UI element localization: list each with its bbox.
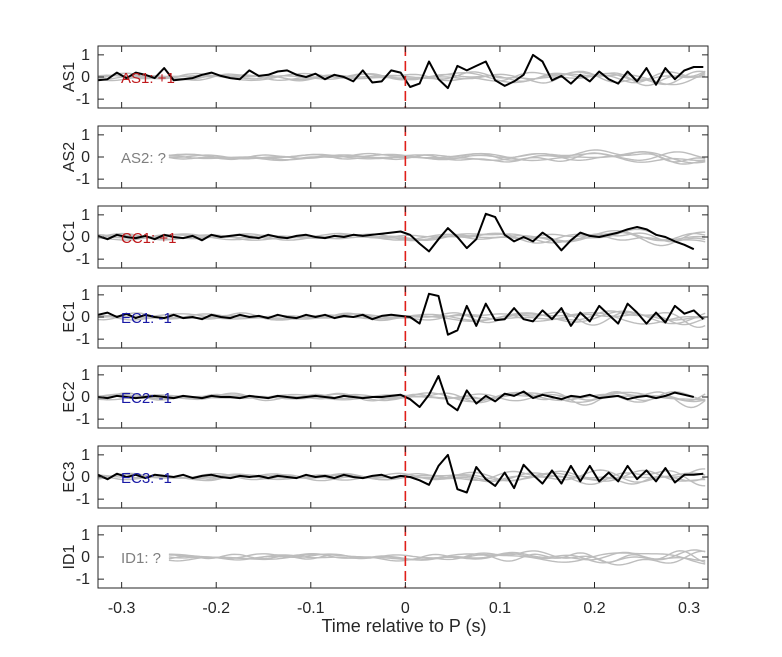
- y-axis-label: ID1: [61, 544, 78, 569]
- x-tick-label: 0.1: [489, 600, 511, 617]
- panel-annotation: EC2: -1: [121, 390, 172, 407]
- y-axis-label: EC1: [61, 301, 78, 332]
- trace-as1: [97, 53, 704, 90]
- gray-trace: [168, 550, 706, 564]
- y-axis-label: AS1: [61, 62, 78, 92]
- gray-trace: [97, 231, 706, 247]
- y-tick-label: 1: [81, 127, 90, 144]
- gray-trace: [97, 310, 706, 326]
- y-tick-label: 1: [81, 367, 90, 384]
- y-tick-label: -1: [76, 91, 90, 108]
- gray-trace: [97, 70, 706, 87]
- trace-cc1: [97, 212, 695, 253]
- y-axis-label: CC1: [61, 221, 78, 253]
- x-tick-label: 0: [401, 600, 410, 617]
- y-tick-label: -1: [76, 571, 90, 588]
- panel-annotation: ID1: ?: [121, 550, 161, 567]
- y-tick-label: 1: [81, 287, 90, 304]
- trace-ec1: [97, 292, 704, 336]
- y-tick-label: -1: [76, 491, 90, 508]
- x-tick-label: -0.1: [297, 600, 325, 617]
- y-tick-label: -1: [76, 331, 90, 348]
- y-axis-label: EC2: [61, 381, 78, 412]
- y-axis-label: AS2: [61, 142, 78, 172]
- y-tick-label: 0: [81, 69, 90, 86]
- x-tick-label: -0.2: [202, 600, 230, 617]
- y-tick-label: 1: [81, 527, 90, 544]
- x-tick-label: 0.2: [583, 600, 605, 617]
- x-tick-label: 0.3: [678, 600, 700, 617]
- y-tick-label: 1: [81, 47, 90, 64]
- gray-trace: [97, 230, 706, 243]
- y-tick-label: 0: [81, 549, 90, 566]
- x-tick-label: -0.3: [108, 600, 136, 617]
- y-tick-label: 1: [81, 207, 90, 224]
- gray-trace: [168, 149, 706, 165]
- gray-trace: [97, 310, 706, 325]
- y-tick-label: -1: [76, 411, 90, 428]
- y-tick-label: -1: [76, 171, 90, 188]
- y-tick-label: 0: [81, 309, 90, 326]
- panel-annotation: EC3: -1: [121, 470, 172, 487]
- y-tick-label: 0: [81, 149, 90, 166]
- gray-trace: [168, 152, 706, 163]
- y-tick-label: 0: [81, 389, 90, 406]
- trace-ec2: [97, 375, 695, 412]
- y-tick-label: 0: [81, 229, 90, 246]
- x-tick-labels: -0.3 -0.2 -0.1 0 0.1 0.2 0.3: [108, 600, 700, 617]
- y-tick-label: 1: [81, 447, 90, 464]
- panel-annotation: EC1: -1: [121, 310, 172, 327]
- x-axis-label: Time relative to P (s): [321, 616, 486, 636]
- gray-trace: [168, 550, 706, 566]
- panel-annotation: AS2: ?: [121, 150, 166, 167]
- y-tick-label: 0: [81, 469, 90, 486]
- y-axis-label: EC3: [61, 461, 78, 492]
- trace-ec3: [97, 453, 704, 494]
- y-tick-label: -1: [76, 251, 90, 268]
- panel-annotation: AS1: +1: [121, 70, 175, 87]
- panel-annotation: CC1: +1: [121, 230, 176, 247]
